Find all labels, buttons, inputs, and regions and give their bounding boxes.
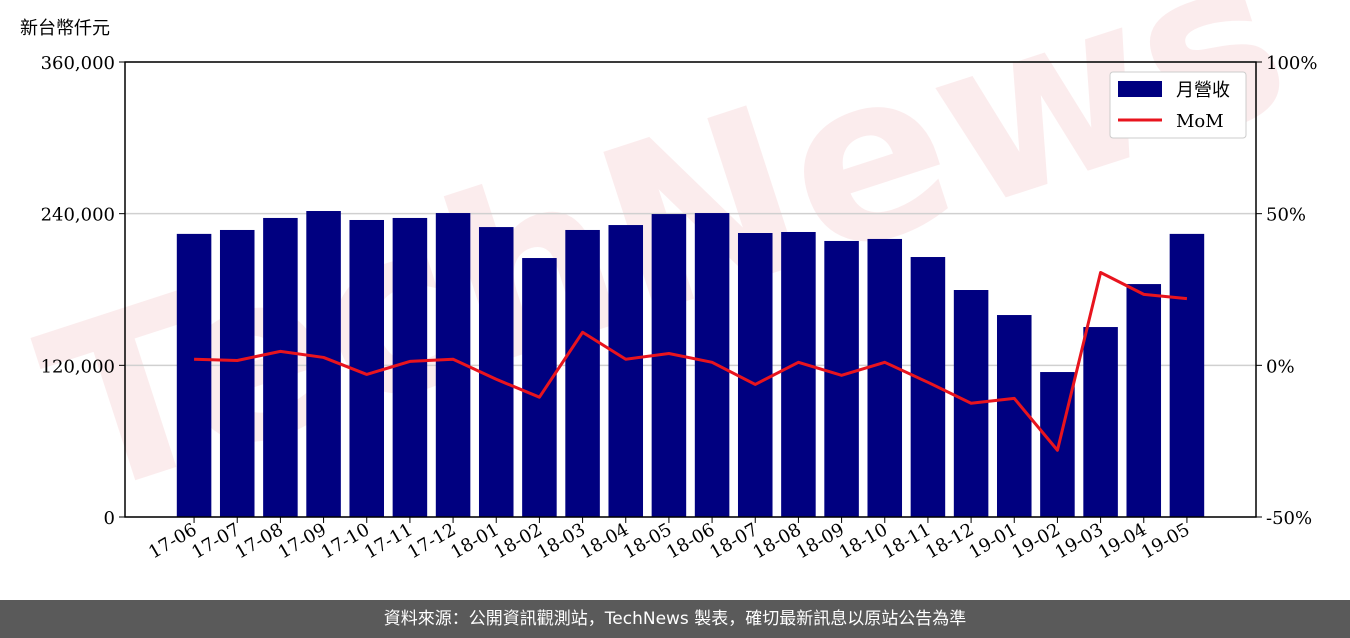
y2-tick-label: 50% — [1266, 205, 1306, 226]
x-tick-label: 19-02 — [1008, 519, 1063, 563]
y-axis-label: 新台幣仟元 — [20, 18, 110, 39]
bar — [478, 227, 514, 517]
x-tick-label: 17-12 — [404, 519, 459, 563]
bar — [522, 258, 557, 517]
x-tick-label: 18-02 — [490, 519, 545, 563]
x-tick-label: 17-08 — [231, 519, 286, 563]
bar — [694, 213, 730, 517]
bar — [565, 229, 600, 518]
x-tick-label: 17-09 — [275, 519, 330, 563]
footer: 資料來源：公開資訊觀測站，TechNews 製表，確切最新訊息以原站公告為準 — [0, 600, 1350, 638]
bar — [1169, 233, 1205, 517]
x-tick-label: 17-07 — [188, 519, 243, 563]
bar — [306, 211, 341, 517]
x-tick-label: 19-01 — [965, 519, 1020, 563]
x-tick-label: 19-05 — [1138, 519, 1193, 563]
bar — [867, 238, 903, 517]
legend-swatch — [1118, 81, 1162, 97]
y-tick-label: 120,000 — [41, 356, 115, 377]
bar — [1126, 284, 1162, 517]
bar — [608, 225, 644, 517]
chart: 新台幣仟元 TechNews0120,000240,000360,000-50%… — [16, 0, 1318, 563]
y2-tick-label: -50% — [1266, 508, 1312, 529]
x-tick-label: 18-03 — [534, 519, 589, 563]
bar — [651, 214, 687, 517]
y2-tick-label: 100% — [1266, 53, 1317, 74]
bar — [824, 240, 859, 517]
legend-label: MoM — [1176, 111, 1224, 132]
x-tick-label: 18-09 — [793, 519, 848, 563]
y-tick-label: 0 — [104, 508, 115, 529]
x-tick-label: 18-01 — [447, 519, 502, 563]
bar — [1083, 327, 1118, 517]
bar — [392, 217, 428, 518]
x-tick-label: 18-07 — [706, 519, 761, 563]
x-tick-label: 18-12 — [922, 519, 977, 563]
x-tick-label: 19-04 — [1095, 519, 1150, 563]
x-tick-label: 18-11 — [879, 519, 934, 563]
line — [194, 271, 1188, 452]
bar — [737, 233, 773, 518]
legend: 月營收 MoM — [1109, 71, 1247, 139]
x-tick-label: 18-04 — [577, 519, 632, 563]
bar — [263, 217, 298, 518]
y2-tick-label: 0% — [1266, 356, 1295, 377]
x-tick-label: 17-11 — [361, 519, 416, 563]
bar — [781, 231, 816, 518]
y-tick-label: 360,000 — [41, 53, 115, 74]
x-tick-label: 19-03 — [1052, 519, 1107, 563]
x-tick-label: 18-05 — [620, 519, 675, 563]
plot-frame — [124, 61, 1257, 518]
bar — [176, 233, 212, 517]
y-tick-label: 240,000 — [41, 205, 115, 226]
bar — [219, 229, 255, 518]
legend-label: 月營收 — [1176, 80, 1230, 101]
x-tick-label: 18-10 — [836, 519, 891, 563]
x-tick-label: 18-08 — [749, 519, 804, 563]
x-tick-label: 18-06 — [663, 519, 718, 563]
bar — [996, 315, 1032, 517]
x-tick-label: 17-10 — [318, 519, 373, 563]
